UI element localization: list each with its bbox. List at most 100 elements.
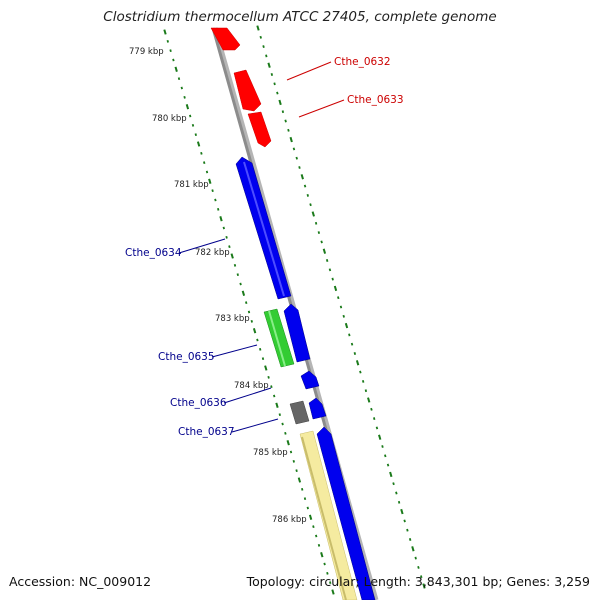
right-track-tick: [270, 73, 274, 76]
kbp-label-780: 780 kbp: [152, 114, 187, 124]
left-track-tick: [233, 263, 237, 267]
left-track-tick: [297, 477, 302, 483]
right-track-tick: [414, 556, 417, 560]
label-cthe-0636[interactable]: Cthe_0636: [170, 397, 227, 409]
left-track-tick: [191, 123, 195, 127]
right-track-tick: [292, 147, 296, 151]
gene-cthe-0635-highlight: [268, 310, 286, 367]
left-track-tick: [326, 571, 329, 575]
left-track-tick: [256, 338, 259, 342]
label-cthe-0634[interactable]: Cthe_0634: [125, 247, 182, 259]
left-track-tick: [286, 440, 290, 446]
gene-cthe-0632[interactable]: [233, 69, 262, 112]
leader-line-cthe-0632: [286, 61, 332, 81]
right-track-tick: [381, 445, 384, 448]
kbp-label-785: 785 kbp: [253, 448, 288, 458]
label-cthe-0635[interactable]: Cthe_0635: [158, 351, 215, 363]
kbp-label-782: 782 kbp: [195, 248, 230, 258]
gene-blue-784b[interactable]: [308, 397, 327, 420]
leader-line-cthe-0634: [178, 238, 226, 254]
left-track-tick: [329, 581, 332, 585]
right-track-tick: [314, 221, 318, 225]
kbp-label-784: 784 kbp: [234, 381, 269, 391]
left-track-tick: [308, 514, 313, 520]
gene-red-top[interactable]: [210, 27, 241, 51]
left-track-tick: [169, 49, 172, 53]
gene-blue-783[interactable]: [283, 303, 311, 363]
right-track-tick: [411, 546, 415, 552]
left-track-tick: [273, 394, 276, 398]
right-tick-track: [256, 25, 426, 589]
right-track-tick: [353, 352, 357, 355]
left-track-tick: [284, 431, 287, 435]
right-track-tick: [256, 25, 260, 31]
kbp-label-779: 779 kbp: [129, 47, 164, 57]
gene-blue-784a[interactable]: [300, 370, 320, 390]
label-cthe-0637[interactable]: Cthe_0637: [178, 426, 235, 438]
gene-cthe-0637[interactable]: [299, 430, 358, 600]
right-track-tick: [348, 333, 351, 337]
left-track-tick: [261, 357, 265, 361]
right-track-tick: [378, 434, 382, 440]
left-track-tick: [306, 506, 309, 510]
left-track-tick: [230, 253, 234, 259]
right-track-tick: [276, 91, 279, 95]
left-track-tick: [180, 86, 183, 90]
right-track-tick: [395, 491, 398, 495]
left-track-tick: [317, 543, 321, 547]
left-track-tick: [320, 552, 324, 558]
left-track-tick: [312, 525, 315, 529]
label-cthe-0633[interactable]: Cthe_0633: [347, 94, 404, 106]
right-track-tick: [309, 203, 312, 207]
left-track-tick: [250, 319, 253, 323]
right-track-tick: [267, 62, 271, 68]
left-track-tick: [196, 141, 201, 147]
left-track-tick: [267, 375, 270, 379]
right-track-tick: [333, 285, 338, 292]
right-track-tick: [359, 370, 362, 374]
right-track-tick: [370, 407, 373, 411]
left-track-tick: [289, 450, 293, 454]
right-track-tick: [337, 296, 340, 300]
left-track-tick: [214, 198, 217, 202]
right-track-tick: [331, 277, 334, 281]
right-track-tick: [375, 426, 379, 430]
left-track-tick: [203, 161, 206, 165]
right-track-tick: [422, 583, 426, 589]
left-track-tick: [241, 290, 246, 296]
gene-cthe-0636[interactable]: [289, 400, 310, 425]
gene-cthe-0635[interactable]: [263, 308, 295, 368]
gene-labels: Cthe_0632 Cthe_0633 Cthe_0634 Cthe_0635 …: [125, 56, 404, 438]
left-track-tick: [259, 347, 262, 351]
right-track-tick: [311, 211, 315, 217]
right-track-tick: [384, 454, 387, 458]
left-track-tick: [264, 365, 268, 371]
left-track-tick: [292, 459, 295, 463]
left-track-tick: [219, 216, 223, 222]
right-track-tick: [408, 538, 412, 541]
left-track-tick: [331, 589, 335, 595]
right-track-tick: [284, 119, 287, 123]
right-track-tick: [265, 54, 268, 58]
right-track-tick: [328, 268, 332, 272]
right-track-tick: [322, 248, 327, 254]
left-track-tick: [177, 77, 181, 81]
genome-summary-text: Topology: circular; Length: 3,843,301 bp…: [246, 574, 590, 589]
right-track-tick: [389, 471, 393, 478]
left-track-tick: [172, 58, 175, 62]
kbp-label-781: 781 kbp: [174, 180, 209, 190]
right-track-tick: [367, 397, 371, 403]
right-track-tick: [420, 575, 423, 579]
left-track-tick: [247, 310, 251, 314]
label-cthe-0632[interactable]: Cthe_0632: [334, 56, 391, 68]
left-track-tick: [281, 422, 284, 426]
left-track-tick: [205, 170, 209, 174]
gene-cthe-0637-shade: [301, 436, 347, 600]
right-track-tick: [300, 174, 304, 180]
gene-features: [210, 27, 376, 600]
left-track-tick: [323, 562, 326, 566]
gene-blue-bottom[interactable]: [316, 426, 376, 600]
left-track-tick: [174, 66, 178, 72]
right-track-tick: [306, 193, 309, 197]
gene-cthe-0633[interactable]: [247, 111, 272, 148]
